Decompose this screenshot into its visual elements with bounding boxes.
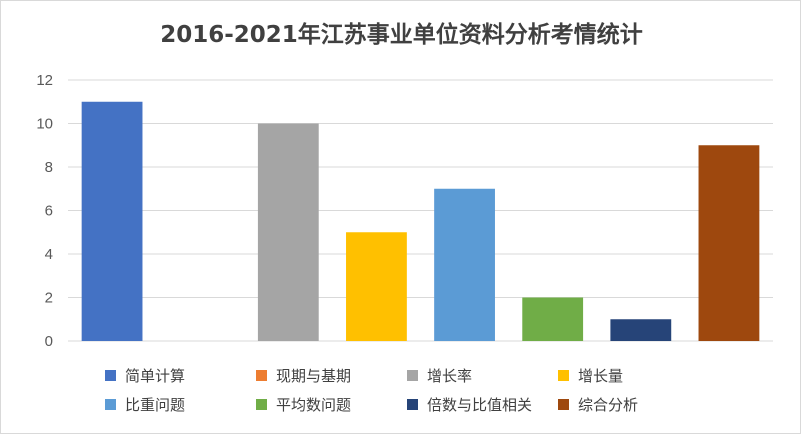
legend-label: 综合分析 — [578, 395, 639, 414]
legend-swatch — [558, 369, 569, 381]
legend-label: 增长率 — [427, 366, 473, 385]
y-tick-label: 8 — [45, 159, 53, 176]
legend-item: 增长量 — [558, 365, 709, 385]
legend-item: 综合分析 — [558, 394, 709, 414]
bar-5 — [434, 188, 495, 341]
bar-8 — [698, 145, 760, 341]
legend-swatch — [256, 398, 267, 410]
bar-6 — [522, 297, 584, 341]
y-tick-label: 4 — [45, 246, 53, 263]
bar-1 — [81, 101, 143, 341]
legend-swatch — [558, 398, 569, 410]
y-tick-label: 10 — [36, 116, 53, 133]
legend-item: 比重问题 — [105, 394, 256, 414]
y-tick-label: 0 — [45, 333, 53, 350]
legend-item: 平均数问题 — [256, 394, 407, 414]
bar-3 — [257, 123, 319, 341]
legend-label: 现期与基期 — [276, 366, 352, 385]
legend-swatch — [105, 369, 116, 381]
legend-label: 简单计算 — [125, 366, 186, 385]
legend-swatch — [407, 398, 418, 410]
y-tick-label: 6 — [45, 203, 53, 220]
legend-label: 比重问题 — [125, 395, 186, 414]
legend-swatch — [256, 369, 267, 381]
y-tick-label: 12 — [36, 72, 53, 89]
legend-item: 倍数与比值相关 — [407, 394, 558, 414]
legend-label: 平均数问题 — [276, 395, 352, 414]
bar-4 — [346, 232, 407, 341]
y-tick-label: 2 — [45, 290, 53, 307]
legend-label: 倍数与比值相关 — [427, 395, 533, 414]
bar-7 — [610, 319, 672, 341]
legend-label: 增长量 — [578, 366, 624, 385]
legend: 简单计算 现期与基期 增长率 增长量比重问题 平均数问题 倍数与比值相关 综合分析 — [105, 365, 795, 414]
plot-area: 0 2 4 6 8 10 12 — [36, 72, 773, 350]
legend-swatch — [105, 398, 116, 410]
chart-title: 2016-2021年江苏事业单位资料分析考情统计 — [160, 22, 643, 48]
legend-swatch — [407, 369, 418, 381]
legend-item: 增长率 — [407, 365, 558, 385]
legend-item: 简单计算 — [105, 365, 256, 385]
legend-item: 现期与基期 — [256, 365, 407, 385]
